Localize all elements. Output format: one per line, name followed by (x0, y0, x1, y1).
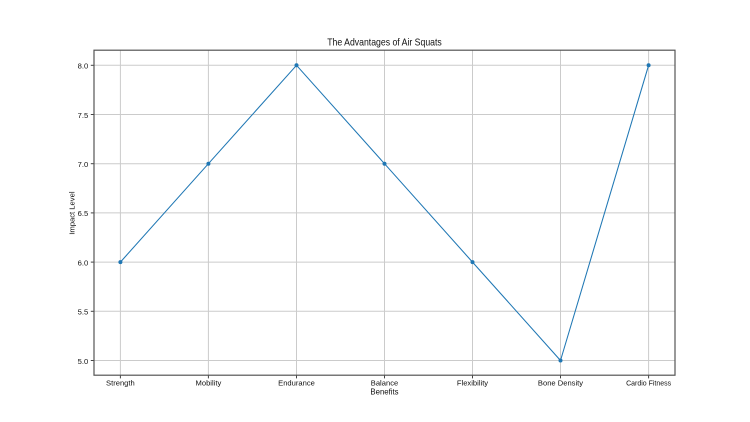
svg-text:Cardio Fitness: Cardio Fitness (626, 378, 671, 387)
svg-text:Strength: Strength (106, 378, 135, 387)
svg-text:8.0: 8.0 (78, 62, 89, 71)
svg-text:7.5: 7.5 (78, 111, 89, 120)
svg-text:Endurance: Endurance (278, 378, 315, 387)
svg-text:Balance: Balance (371, 378, 398, 387)
svg-text:Impact Level: Impact Level (67, 191, 76, 235)
svg-text:Flexibility: Flexibility (457, 378, 488, 387)
svg-text:6.0: 6.0 (78, 258, 89, 267)
svg-text:5.5: 5.5 (78, 308, 89, 317)
svg-text:7.0: 7.0 (78, 160, 89, 169)
svg-text:6.5: 6.5 (78, 209, 89, 218)
svg-text:The Advantages of Air Squats: The Advantages of Air Squats (327, 38, 442, 49)
svg-text:Mobility: Mobility (196, 378, 222, 387)
svg-text:Bone Density: Bone Density (538, 378, 583, 387)
svg-text:5.0: 5.0 (78, 357, 89, 366)
svg-text:Benefits: Benefits (370, 387, 398, 396)
